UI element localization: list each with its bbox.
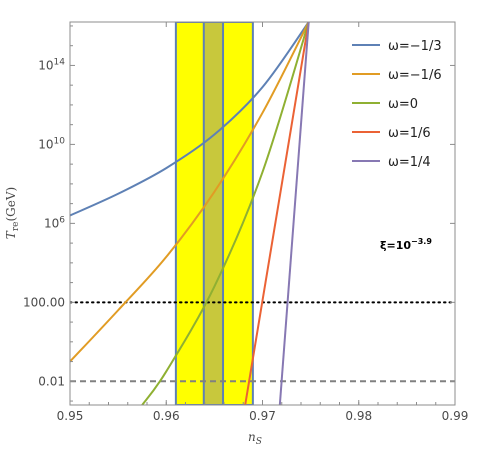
- x-tick-label: 0.98: [345, 409, 372, 423]
- band-1: [202, 22, 225, 405]
- x-tick-label: 0.95: [57, 409, 84, 423]
- ns-constraint-bands: [174, 22, 254, 405]
- y-tick-label: 1010: [38, 136, 65, 151]
- legend-label-1: ω=−1/6: [388, 68, 442, 83]
- reference-lines: [70, 301, 455, 383]
- series-line-4: [278, 22, 310, 405]
- y-tick-label: 0.01: [38, 374, 65, 388]
- legend: ω=−1/3 ω=−1/6 ω=0 ω=1/6 ω=1/4: [352, 39, 442, 170]
- y-axis-ticks: 0.01 100.00 106 1010 1014: [23, 25, 455, 402]
- series-line-0: [70, 22, 310, 217]
- x-tick-label: 0.97: [249, 409, 276, 423]
- x-axis-title: nS: [248, 430, 262, 447]
- legend-label-0: ω=−1/3: [388, 39, 442, 54]
- xi-annotation: ξ=10−3.9: [380, 237, 432, 252]
- y-tick-label: 100.00: [23, 295, 65, 309]
- legend-label-2: ω=0: [388, 97, 418, 112]
- y-tick-label: 1014: [38, 57, 65, 72]
- series-line-2: [141, 22, 310, 405]
- series-line-3: [244, 22, 310, 405]
- y-axis-title: Tre(GeV): [4, 187, 21, 239]
- y-tick-label: 106: [44, 215, 65, 230]
- legend-label-4: ω=1/4: [388, 155, 431, 170]
- legend-label-3: ω=1/6: [388, 126, 431, 141]
- series-line-1: [70, 22, 310, 363]
- x-tick-label: 0.96: [153, 409, 180, 423]
- x-tick-label: 0.99: [442, 409, 469, 423]
- series-curves: [70, 22, 310, 405]
